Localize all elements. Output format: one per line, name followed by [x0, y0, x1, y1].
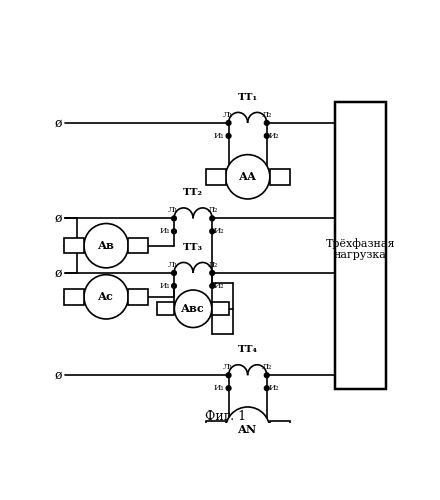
Text: Л₂: Л₂	[208, 206, 218, 214]
Text: АА: АА	[238, 172, 257, 182]
Text: И₁: И₁	[214, 132, 224, 140]
Circle shape	[210, 229, 215, 234]
Text: ø: ø	[54, 212, 62, 225]
Circle shape	[84, 274, 128, 319]
Text: И₂: И₂	[213, 228, 224, 235]
Text: Ав: Ав	[98, 240, 114, 251]
Circle shape	[84, 224, 128, 268]
Circle shape	[172, 284, 176, 288]
Text: И₁: И₁	[159, 282, 170, 290]
Circle shape	[172, 229, 176, 234]
Bar	[64, 289, 84, 304]
Bar	[158, 302, 174, 316]
Text: Л₁: Л₁	[168, 261, 179, 269]
Text: Ас: Ас	[98, 292, 114, 302]
Circle shape	[172, 270, 176, 276]
Circle shape	[172, 216, 176, 221]
Bar	[212, 302, 229, 316]
Text: ø: ø	[54, 266, 62, 280]
Circle shape	[264, 134, 269, 138]
Text: Л₁: Л₁	[168, 206, 179, 214]
Bar	[64, 238, 84, 254]
Text: АΝ: АΝ	[238, 424, 257, 434]
Text: ТТ₁: ТТ₁	[238, 93, 258, 102]
Text: Л₁: Л₁	[223, 363, 233, 371]
Circle shape	[210, 270, 215, 276]
Circle shape	[210, 216, 215, 221]
Bar	[128, 289, 148, 304]
Circle shape	[210, 284, 215, 288]
Text: Фиг. 1: Фиг. 1	[205, 410, 246, 422]
Text: ø: ø	[54, 369, 62, 382]
Bar	[128, 238, 148, 254]
Text: И₁: И₁	[214, 384, 224, 392]
Text: Л₂: Л₂	[208, 261, 218, 269]
Circle shape	[226, 373, 231, 378]
Text: Л₁: Л₁	[223, 111, 233, 119]
Bar	[270, 422, 290, 437]
Text: И₂: И₂	[268, 384, 279, 392]
Text: И₁: И₁	[159, 228, 170, 235]
Circle shape	[264, 386, 269, 390]
Bar	[334, 102, 386, 389]
Bar	[270, 169, 290, 184]
Text: Трёхфазная
нагрузка: Трёхфазная нагрузка	[326, 238, 395, 260]
Text: И₂: И₂	[213, 282, 224, 290]
Bar	[205, 169, 225, 184]
Circle shape	[226, 386, 231, 390]
Text: ТТ₂: ТТ₂	[183, 188, 203, 198]
Circle shape	[264, 373, 269, 378]
Text: ø: ø	[54, 116, 62, 130]
Text: ТТ₄: ТТ₄	[238, 346, 258, 354]
Circle shape	[226, 407, 270, 452]
Circle shape	[264, 120, 269, 126]
Circle shape	[226, 120, 231, 126]
Text: ТТ₃: ТТ₃	[183, 243, 203, 252]
Text: Л₂: Л₂	[262, 363, 273, 371]
Circle shape	[226, 134, 231, 138]
Text: Л₂: Л₂	[262, 111, 273, 119]
Circle shape	[226, 154, 270, 199]
Text: И₂: И₂	[268, 132, 279, 140]
Bar	[205, 422, 225, 437]
Circle shape	[174, 290, 212, 328]
Text: Авс: Авс	[181, 304, 205, 314]
